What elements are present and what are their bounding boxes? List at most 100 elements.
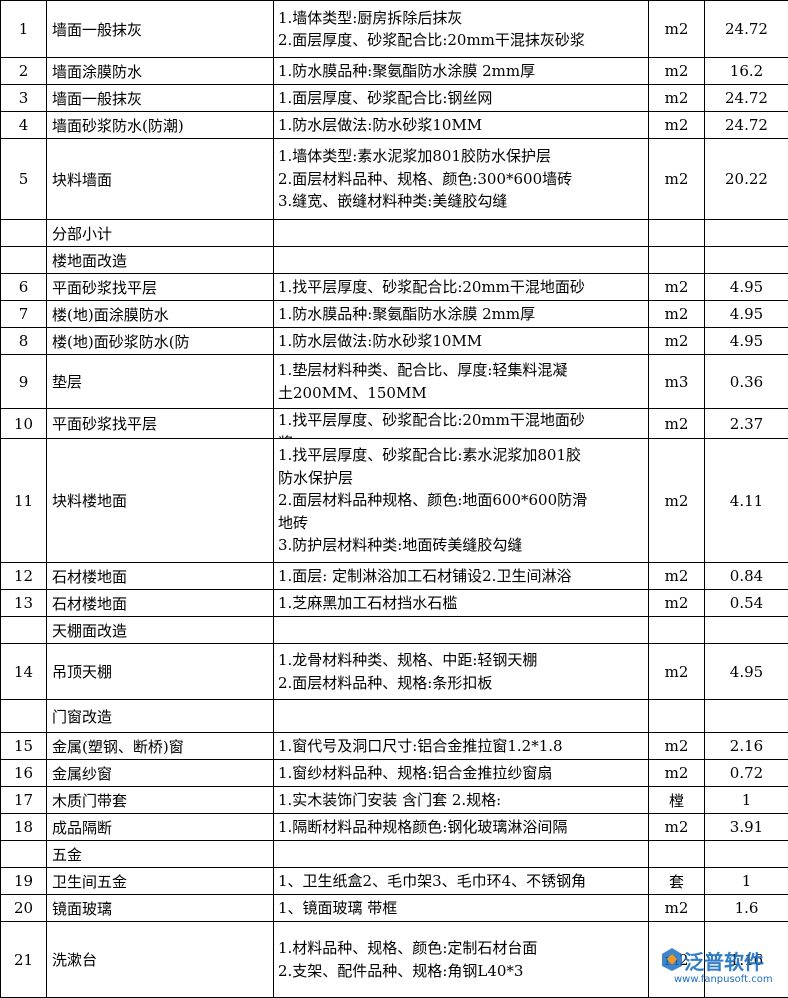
unit-box: m2 xyxy=(649,764,704,782)
desc-line: 防水保护层 xyxy=(278,467,648,490)
quantity-cell: 4.95 xyxy=(705,274,788,301)
desc-line: 1.龙骨材料种类、规格、中距:轻钢天棚 xyxy=(278,649,648,672)
item-name-cell: 石材楼地面 xyxy=(47,590,274,617)
item-name: 垫层 xyxy=(52,373,82,391)
item-name-cell: 墙面一般抹灰 xyxy=(47,85,274,112)
row-number-cell: 18 xyxy=(1,814,47,841)
desc-line: 1.防水膜品种:聚氨酯防水涂膜 2mm厚 xyxy=(278,303,648,326)
unit-cell xyxy=(649,247,705,274)
row-number-cell: 17 xyxy=(1,787,47,814)
item-description-cell xyxy=(274,247,649,274)
unit: m2 xyxy=(665,332,689,350)
item-name: 五金 xyxy=(52,846,82,864)
item-description-cell xyxy=(274,220,649,247)
item-name-cell: 门窗改造 xyxy=(47,700,274,733)
row-number: 9 xyxy=(19,373,29,391)
row-number-box: 13 xyxy=(1,594,46,612)
item-name-cell: 五金 xyxy=(47,841,274,868)
item-name-cell: 楼地面改造 xyxy=(47,247,274,274)
quantity-box: 2.16 xyxy=(705,737,788,755)
unit: m2 xyxy=(665,818,689,836)
quantity-cell: 0.84 xyxy=(705,563,788,590)
quantity-cell: 1.6 xyxy=(705,895,788,922)
unit-cell: m2 xyxy=(649,139,705,220)
item-description-cell: 1.防水层做法:防水砂浆10MM xyxy=(274,328,649,355)
unit-box: m2 xyxy=(649,20,704,38)
item-description-cell: 1、卫生纸盒2、毛巾架3、毛巾环4、不锈钢角 xyxy=(274,868,649,895)
item-name-box: 楼地面改造 xyxy=(52,250,273,271)
row-number-cell: 2 xyxy=(1,58,47,85)
item-name-cell: 分部小计 xyxy=(47,220,274,247)
item-description-box: 1、镜面玻璃 带框 xyxy=(278,897,648,920)
item-description-cell: 1.隔断材料品种规格颜色:钢化玻璃淋浴间隔 xyxy=(274,814,649,841)
item-name-box: 分部小计 xyxy=(52,223,273,244)
item-name: 墙面砂浆防水(防潮) xyxy=(52,117,184,135)
item-name: 墙面一般抹灰 xyxy=(52,21,142,39)
quantity: 24.72 xyxy=(725,116,768,134)
item-name: 块料墙面 xyxy=(52,171,112,189)
item-name-cell: 石材楼地面 xyxy=(47,563,274,590)
quantity: 2.37 xyxy=(730,415,763,433)
desc-line: 1.面层: 定制淋浴加工石材铺设2.卫生间淋浴 xyxy=(278,565,648,588)
unit-box: m2 xyxy=(649,305,704,323)
row-number-box: 16 xyxy=(1,764,46,782)
item-description-cell: 1.窗纱材料品种、规格:铝合金推拉纱窗扇 xyxy=(274,760,649,787)
unit-cell: m2 xyxy=(649,733,705,760)
row-number-cell: 5 xyxy=(1,139,47,220)
quantity-cell: 4.11 xyxy=(705,439,788,563)
quantity-box: 16.2 xyxy=(705,62,788,80)
quantity: 2.16 xyxy=(730,737,763,755)
item-description-cell xyxy=(274,700,649,733)
item-name-cell: 成品隔断 xyxy=(47,814,274,841)
item-name: 楼地面改造 xyxy=(52,252,127,270)
desc-line: 2.面层材料品种、规格:条形扣板 xyxy=(278,672,648,695)
item-description-cell: 1.窗代号及洞口尺寸:铝合金推拉窗1.2*1.8 xyxy=(274,733,649,760)
item-description-box: 1.芝麻黑加工石材挡水石槛 xyxy=(278,592,648,615)
unit: m2 xyxy=(665,170,689,188)
desc-line: 1.墙体类型:素水泥浆加801胶防水保护层 xyxy=(278,145,648,168)
quantity-box: 24.72 xyxy=(705,116,788,134)
quantity: 3.91 xyxy=(730,818,763,836)
row-number-cell xyxy=(1,617,47,644)
watermark-title: 泛普软件 xyxy=(684,946,764,975)
quantity-box: 1 xyxy=(705,872,788,890)
row-number-cell: 1 xyxy=(1,1,47,58)
row-number-cell: 9 xyxy=(1,355,47,409)
desc-line: 1.面层厚度、砂浆配合比:钢丝网 xyxy=(278,87,648,110)
desc-line: 1.窗代号及洞口尺寸:铝合金推拉窗1.2*1.8 xyxy=(278,735,648,758)
desc-line: 地砖 xyxy=(278,512,648,535)
quantity-box: 0.54 xyxy=(705,594,788,612)
unit-box: m2 xyxy=(649,567,704,585)
quantity: 4.95 xyxy=(730,278,763,296)
item-name-cell: 平面砂浆找平层 xyxy=(47,274,274,301)
item-name: 墙面涂膜防水 xyxy=(52,63,142,81)
item-name-box: 五金 xyxy=(52,844,273,865)
row-number: 12 xyxy=(14,567,33,585)
row-number-box: 18 xyxy=(1,818,46,836)
item-name: 墙面一般抹灰 xyxy=(52,90,142,108)
unit: m2 xyxy=(665,492,689,510)
unit-cell: m2 xyxy=(649,274,705,301)
quantity-cell: 3.91 xyxy=(705,814,788,841)
row-number-cell: 11 xyxy=(1,439,47,563)
quantity: 4.11 xyxy=(730,492,763,510)
item-name-cell: 墙面砂浆防水(防潮) xyxy=(47,112,274,139)
item-name-box: 墙面砂浆防水(防潮) xyxy=(52,115,273,136)
quantity-cell: 20.22 xyxy=(705,139,788,220)
quantity-box: 1 xyxy=(705,791,788,809)
desc-line: 1.防水层做法:防水砂浆10MM xyxy=(278,114,648,137)
item-description-cell: 1.防水层做法:防水砂浆10MM xyxy=(274,112,649,139)
item-description-box: 1.防水膜品种:聚氨酯防水涂膜 2mm厚 xyxy=(278,303,648,326)
item-name-box: 石材楼地面 xyxy=(52,566,273,587)
row-number-cell: 16 xyxy=(1,760,47,787)
row-number-box: 15 xyxy=(1,737,46,755)
quantity: 16.2 xyxy=(730,62,763,80)
row-number: 19 xyxy=(14,872,33,890)
unit-box: m2 xyxy=(649,62,704,80)
item-name-cell: 平面砂浆找平层 xyxy=(47,409,274,439)
